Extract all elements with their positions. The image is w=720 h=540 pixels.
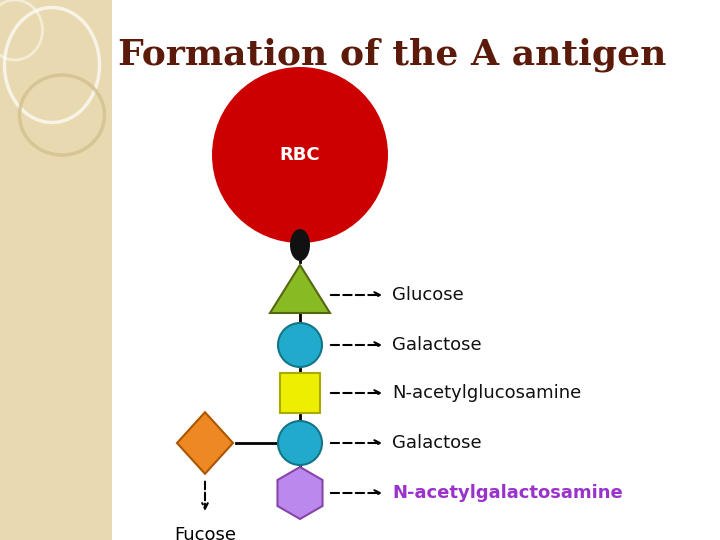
- Ellipse shape: [290, 229, 310, 261]
- Circle shape: [278, 323, 322, 367]
- Text: N-acetylglucosamine: N-acetylglucosamine: [392, 384, 581, 402]
- Text: Formation of the A antigen: Formation of the A antigen: [118, 38, 667, 72]
- Polygon shape: [277, 467, 323, 519]
- Polygon shape: [270, 265, 330, 313]
- Bar: [0, 0, 112, 540]
- Text: Glucose: Glucose: [392, 286, 464, 304]
- Text: N-acetylgalactosamine: N-acetylgalactosamine: [392, 484, 623, 502]
- Text: RBC: RBC: [279, 146, 320, 164]
- Text: Galactose: Galactose: [392, 434, 482, 452]
- Bar: [280, 373, 320, 413]
- Text: Galactose: Galactose: [392, 336, 482, 354]
- Text: Fucose: Fucose: [174, 526, 236, 540]
- Polygon shape: [177, 412, 233, 474]
- Circle shape: [278, 421, 322, 465]
- Circle shape: [212, 67, 388, 243]
